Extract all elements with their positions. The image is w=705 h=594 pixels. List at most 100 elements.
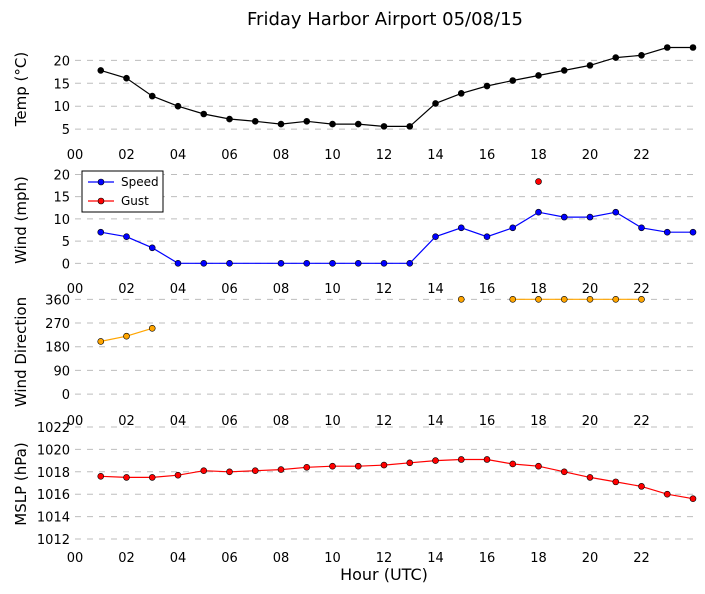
data-point xyxy=(509,224,517,232)
x-tick-label: 18 xyxy=(530,551,547,566)
legend-label: Speed xyxy=(121,175,159,189)
data-point xyxy=(586,213,594,221)
y-tick-label: 1014 xyxy=(37,511,70,526)
series-line xyxy=(100,211,693,264)
data-point xyxy=(457,456,465,463)
data-point xyxy=(560,296,568,303)
data-point xyxy=(329,462,336,470)
x-tick-label: 06 xyxy=(221,551,238,566)
x-tick-label: 08 xyxy=(273,551,290,566)
y-tick-label: 1016 xyxy=(37,488,70,503)
data-point xyxy=(380,260,388,267)
x-tick-label: 22 xyxy=(633,148,650,163)
x-tick-label: 14 xyxy=(427,414,444,429)
data-point xyxy=(689,495,697,502)
data-point xyxy=(277,260,285,267)
y-axis-label: Wind (mph) xyxy=(12,176,30,264)
y-axis-label: Temp (°C) xyxy=(12,52,30,127)
data-point xyxy=(638,483,645,490)
x-tick-label: 12 xyxy=(376,551,393,566)
data-point xyxy=(174,471,182,479)
x-tick-label: 20 xyxy=(582,414,599,429)
x-tick-label: 08 xyxy=(273,414,290,429)
data-point xyxy=(174,260,182,267)
data-point xyxy=(148,324,156,332)
x-tick-label: 08 xyxy=(273,148,290,163)
data-point xyxy=(509,296,517,303)
data-point xyxy=(638,51,645,59)
x-tick-label: 16 xyxy=(479,148,496,163)
data-point xyxy=(277,120,285,128)
data-point xyxy=(457,224,465,232)
data-point xyxy=(226,468,233,476)
data-point xyxy=(123,474,130,481)
legend-marker xyxy=(97,178,105,186)
data-point xyxy=(200,260,208,267)
data-point xyxy=(457,90,465,97)
x-tick-label: 06 xyxy=(221,282,238,297)
data-point xyxy=(663,228,671,236)
legend: Speed Gust xyxy=(81,170,164,213)
data-point xyxy=(457,296,465,303)
x-tick-label: 14 xyxy=(427,282,444,297)
data-point xyxy=(380,123,388,130)
x-tick-label: 12 xyxy=(376,414,393,429)
y-tick-label: 10 xyxy=(53,213,70,228)
y-tick-label: 5 xyxy=(62,123,70,138)
y-tick-label: 15 xyxy=(53,77,70,92)
y-tick-label: 90 xyxy=(53,364,70,379)
data-point xyxy=(251,467,259,474)
y-axis-label: MSLP (hPa) xyxy=(12,442,30,525)
series-line xyxy=(100,46,693,128)
x-tick-label: 18 xyxy=(530,414,547,429)
x-tick-label: 02 xyxy=(118,148,135,163)
x-tick-label: 12 xyxy=(376,148,393,163)
data-point xyxy=(123,74,130,82)
data-point xyxy=(663,490,671,498)
data-point xyxy=(535,178,542,185)
x-tick-label: 16 xyxy=(479,282,496,297)
x-tick-label: 10 xyxy=(324,414,341,429)
y-axis-label: Wind Direction xyxy=(12,297,30,407)
data-point xyxy=(303,118,311,125)
legend-box xyxy=(81,170,164,213)
data-point xyxy=(406,459,414,467)
data-point xyxy=(586,474,594,481)
x-tick-label: 04 xyxy=(170,414,187,429)
legend-marker xyxy=(97,197,105,205)
x-tick-label: 12 xyxy=(376,282,393,297)
data-point xyxy=(123,233,130,240)
data-point xyxy=(123,332,130,340)
y-tick-label: 1020 xyxy=(37,443,70,458)
data-point xyxy=(535,462,542,470)
x-tick-label: 22 xyxy=(633,414,650,429)
data-point xyxy=(535,296,542,303)
data-point xyxy=(535,208,542,216)
data-point xyxy=(612,478,620,486)
data-point xyxy=(277,466,285,473)
y-tick-label: 360 xyxy=(45,293,70,308)
x-tick-label: 10 xyxy=(324,148,341,163)
data-point xyxy=(303,260,311,267)
data-point xyxy=(200,110,208,118)
panel-3: 0 90 180 270 360 00 02 04 06 08 10 12 14 16 18 20 22 Wind… xyxy=(12,293,693,429)
x-tick-label: 02 xyxy=(118,551,135,566)
x-tick-label: 06 xyxy=(221,414,238,429)
data-point xyxy=(303,464,311,471)
x-tick-label: 00 xyxy=(67,148,84,163)
x-tick-label: 06 xyxy=(221,148,238,163)
series-line xyxy=(100,458,694,500)
data-point xyxy=(97,472,105,480)
data-point xyxy=(638,224,645,232)
legend-label: Gust xyxy=(121,194,149,208)
y-tick-label: 5 xyxy=(62,235,70,250)
x-tick-label: 08 xyxy=(273,282,290,297)
data-point xyxy=(663,44,671,51)
data-point xyxy=(612,296,620,303)
x-tick-label: 16 xyxy=(479,414,496,429)
data-point xyxy=(586,296,594,303)
data-point xyxy=(226,260,233,267)
x-tick-label: 00 xyxy=(67,414,84,429)
